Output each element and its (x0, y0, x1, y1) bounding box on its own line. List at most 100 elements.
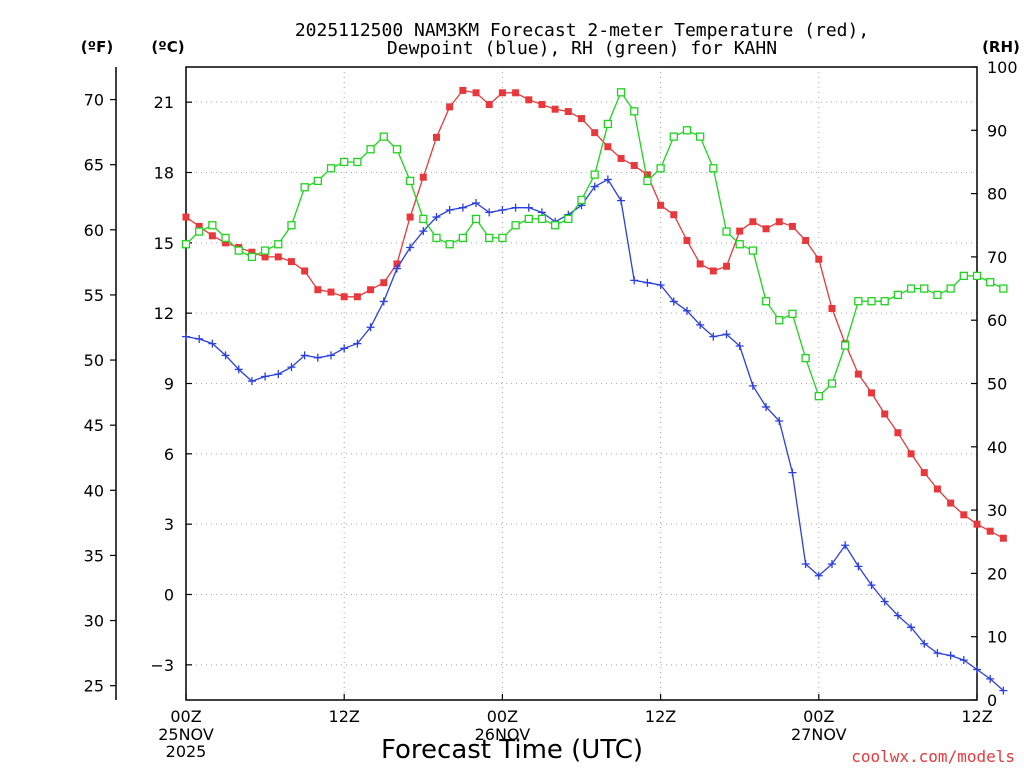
chart-title-line1: 2025112500 NAM3KM Forecast 2-meter Tempe… (295, 20, 869, 41)
2-meter-temperature-point (986, 527, 994, 535)
rh-point (867, 297, 876, 306)
rh-point (643, 176, 652, 186)
dewpoint-point (366, 323, 375, 332)
2-meter-temperature-point (643, 171, 651, 179)
dewpoint-point (682, 306, 691, 315)
dewpoint-point (867, 581, 876, 590)
rh-point (419, 214, 428, 224)
2-meter-temperature-point (327, 288, 335, 296)
rh-point (353, 157, 362, 167)
rh-point (801, 354, 810, 363)
x-date-label: 27NOV (791, 725, 847, 744)
dewpoint-point (920, 639, 929, 648)
2-meter-temperature-point (314, 286, 322, 294)
dewpoint-point (208, 339, 217, 348)
fahrenheit-tick-label: 65 (84, 156, 104, 175)
2-meter-temperature-point (406, 213, 414, 221)
x-date-label: 26NOV (475, 725, 531, 744)
dewpoint-point (854, 562, 863, 571)
dewpoint-point (788, 468, 797, 477)
dewpoint-point (709, 332, 718, 341)
2-meter-temperature-point (301, 267, 309, 275)
dewpoint-point (195, 334, 204, 343)
2-meter-temperature-point (551, 105, 559, 113)
dewpoint-point (603, 175, 612, 184)
dewpoint-point (748, 381, 757, 390)
dewpoint-point (643, 278, 652, 287)
2-meter-temperature-point (208, 232, 216, 240)
dewpoint-point (762, 402, 771, 411)
fahrenheit-tick-label: 25 (84, 677, 104, 696)
rh-point (986, 278, 995, 287)
2-meter-temperature-point (498, 89, 506, 97)
2-meter-temperature-point (657, 201, 665, 209)
dewpoint-point (722, 330, 731, 339)
rh-point (920, 284, 929, 293)
dewpoint-point (814, 571, 823, 580)
fahrenheit-tick-label: 55 (84, 286, 104, 305)
2-meter-temperature-point (604, 143, 612, 151)
dewpoint-point (696, 320, 705, 329)
dewpoint-point (432, 213, 441, 222)
fahrenheit-tick-label: 60 (84, 221, 104, 240)
rh-tick-label: 90 (987, 121, 1007, 140)
celsius-tick-label: 3 (164, 515, 174, 534)
rh-tick-label: 70 (987, 248, 1007, 267)
2-meter-temperature-point (828, 304, 836, 312)
rh-tick-label: 80 (987, 185, 1007, 204)
2-meter-temperature-point (723, 262, 731, 270)
rh-point (300, 183, 309, 192)
dewpoint-point (617, 196, 626, 205)
rh-point (775, 316, 784, 325)
2-meter-temperature-point (578, 115, 585, 123)
fahrenheit-tick-label: 35 (84, 546, 104, 565)
2-meter-temperature-point (419, 173, 427, 181)
rh-point (696, 132, 705, 141)
rh-point (485, 233, 494, 243)
2-meter-temperature-point (367, 286, 375, 294)
dewpoint-point (327, 351, 336, 360)
dewpoint-point (498, 206, 507, 215)
2-meter-temperature-point (802, 236, 810, 244)
rh-point (682, 126, 692, 135)
2-meter-temperature-point (973, 520, 981, 528)
dewpoint-point (946, 651, 955, 660)
2-meter-temperature-point (815, 255, 823, 263)
2-meter-temperature-point (696, 260, 704, 268)
dewpoint-point (669, 297, 678, 306)
2-meter-temperature-point (933, 485, 941, 493)
2-meter-temperature-point (894, 429, 902, 437)
rh-point (656, 164, 665, 173)
rh-point (432, 233, 441, 243)
dewpoint-point (827, 560, 836, 569)
2-meter-temperature-point (999, 534, 1007, 542)
rh-point (234, 246, 243, 255)
2-meter-temperature-point (788, 222, 796, 230)
rh-point (577, 195, 586, 205)
rh-point (630, 107, 639, 116)
dewpoint-point (379, 297, 388, 306)
2-meter-temperature-point (182, 213, 190, 221)
rh-point (260, 246, 270, 255)
2-meter-temperature-point (485, 101, 493, 109)
celsius-tick-label: −3 (150, 656, 174, 675)
rh-point (405, 176, 415, 186)
2-meter-temperature-point (683, 236, 691, 244)
rh-point (511, 221, 520, 230)
2-meter-temperature-point (274, 253, 282, 261)
dewpoint-point (392, 264, 401, 273)
rh-point (524, 214, 533, 224)
x-year-label: 2025 (166, 742, 207, 761)
rh-point (735, 240, 744, 249)
2-meter-temperature-point (947, 499, 955, 507)
rh-point (208, 221, 217, 230)
2-meter-temperature-point (459, 86, 467, 94)
2-meter-temperature-point (881, 410, 889, 418)
x-tick-label: 12Z (645, 707, 676, 726)
fahrenheit-unit-label: (ºF) (81, 38, 113, 56)
2-meter-temperature-point (630, 161, 638, 169)
rh-tick-label: 20 (987, 564, 1007, 583)
rh-point (669, 132, 678, 141)
rh-point (722, 227, 731, 236)
dewpoint-point (247, 377, 256, 386)
